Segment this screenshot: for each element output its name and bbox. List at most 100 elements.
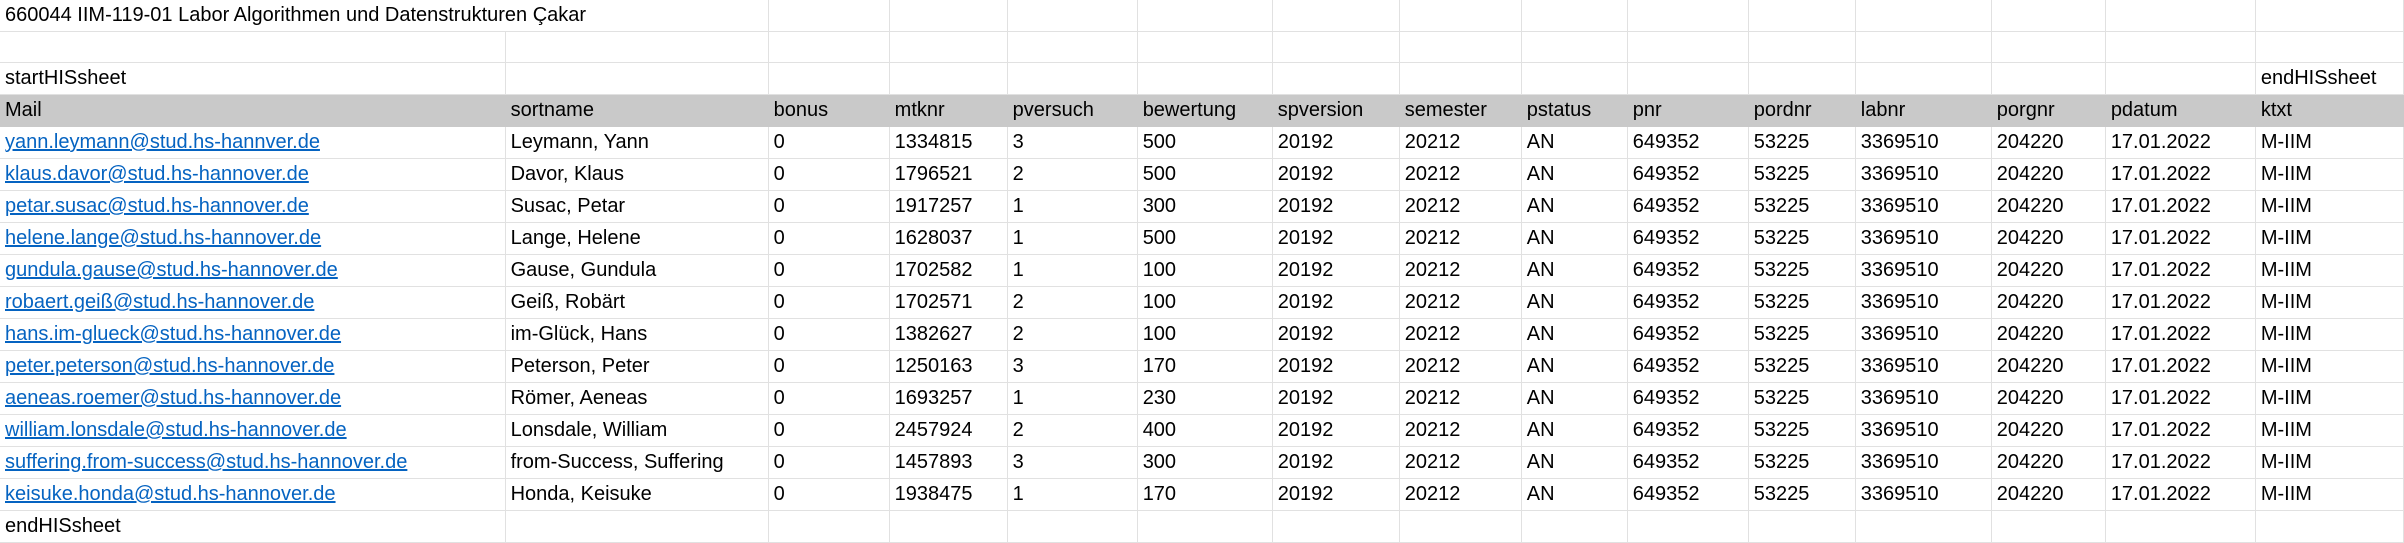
cell[interactable] [889, 62, 1008, 95]
sortname-cell[interactable]: from-Success, Suffering [505, 446, 769, 479]
sortname-cell[interactable]: Lonsdale, William [505, 414, 769, 447]
bewertung-cell[interactable]: 500 [1137, 222, 1273, 255]
cell[interactable] [1855, 31, 1992, 63]
pversuch-cell[interactable]: 1 [1007, 254, 1138, 287]
labnr-cell[interactable]: 3369510 [1855, 318, 1992, 351]
spversion-cell[interactable]: 20192 [1272, 222, 1400, 255]
bewertung-cell[interactable]: 100 [1137, 254, 1273, 287]
cell[interactable] [889, 31, 1008, 63]
ktxt-cell[interactable]: M-IIM [2255, 190, 2404, 223]
pdatum-cell[interactable]: 17.01.2022 [2105, 382, 2256, 415]
cell[interactable] [1521, 0, 1628, 32]
pnr-cell[interactable]: 649352 [1627, 414, 1749, 447]
pnr-cell[interactable]: 649352 [1627, 382, 1749, 415]
column-header[interactable]: pversuch [1007, 94, 1138, 127]
cell[interactable] [1855, 62, 1992, 95]
spversion-cell[interactable]: 20192 [1272, 286, 1400, 319]
cell[interactable] [1991, 31, 2106, 63]
pdatum-cell[interactable]: 17.01.2022 [2105, 318, 2256, 351]
cell[interactable] [889, 0, 1008, 32]
mail-cell[interactable]: aeneas.roemer@stud.hs-hannover.de [0, 382, 506, 415]
mtknr-cell[interactable]: 1702582 [889, 254, 1008, 287]
cell[interactable] [1007, 31, 1138, 63]
ktxt-cell[interactable]: M-IIM [2255, 254, 2404, 287]
column-header[interactable]: semester [1399, 94, 1522, 127]
pnr-cell[interactable]: 649352 [1627, 126, 1749, 159]
pstatus-cell[interactable]: AN [1521, 126, 1628, 159]
pordnr-cell[interactable]: 53225 [1748, 286, 1856, 319]
mail-cell[interactable]: gundula.gause@stud.hs-hannover.de [0, 254, 506, 287]
bewertung-cell[interactable]: 500 [1137, 158, 1273, 191]
spversion-cell[interactable]: 20192 [1272, 318, 1400, 351]
cell[interactable] [1137, 0, 1273, 32]
spversion-cell[interactable]: 20192 [1272, 478, 1400, 511]
labnr-cell[interactable]: 3369510 [1855, 382, 1992, 415]
bewertung-cell[interactable]: 300 [1137, 446, 1273, 479]
porgnr-cell[interactable]: 204220 [1991, 350, 2106, 383]
labnr-cell[interactable]: 3369510 [1855, 190, 1992, 223]
pstatus-cell[interactable]: AN [1521, 190, 1628, 223]
pdatum-cell[interactable]: 17.01.2022 [2105, 222, 2256, 255]
cell[interactable] [505, 62, 769, 95]
mail-link[interactable]: william.lonsdale@stud.hs-hannover.de [5, 419, 347, 441]
semester-cell[interactable]: 20212 [1399, 190, 1522, 223]
cell[interactable] [2255, 0, 2404, 32]
ktxt-cell[interactable]: M-IIM [2255, 286, 2404, 319]
pversuch-cell[interactable]: 3 [1007, 350, 1138, 383]
bewertung-cell[interactable]: 170 [1137, 478, 1273, 511]
cell[interactable] [2105, 62, 2256, 95]
cell[interactable] [1748, 62, 1856, 95]
sortname-cell[interactable]: Susac, Petar [505, 190, 769, 223]
pversuch-cell[interactable]: 1 [1007, 222, 1138, 255]
pversuch-cell[interactable]: 2 [1007, 414, 1138, 447]
mail-cell[interactable]: klaus.davor@stud.hs-hannover.de [0, 158, 506, 191]
cell[interactable] [1137, 62, 1273, 95]
pstatus-cell[interactable]: AN [1521, 414, 1628, 447]
bewertung-cell[interactable]: 500 [1137, 126, 1273, 159]
ktxt-cell[interactable]: M-IIM [2255, 158, 2404, 191]
labnr-cell[interactable]: 3369510 [1855, 446, 1992, 479]
bonus-cell[interactable]: 0 [768, 190, 890, 223]
column-header[interactable]: sortname [505, 94, 769, 127]
pstatus-cell[interactable]: AN [1521, 158, 1628, 191]
spversion-cell[interactable]: 20192 [1272, 158, 1400, 191]
pnr-cell[interactable]: 649352 [1627, 446, 1749, 479]
cell[interactable] [1007, 62, 1138, 95]
cell[interactable] [768, 62, 890, 95]
porgnr-cell[interactable]: 204220 [1991, 190, 2106, 223]
porgnr-cell[interactable]: 204220 [1991, 222, 2106, 255]
spversion-cell[interactable]: 20192 [1272, 382, 1400, 415]
mail-cell[interactable]: william.lonsdale@stud.hs-hannover.de [0, 414, 506, 447]
cell[interactable] [1855, 0, 1992, 32]
bonus-cell[interactable]: 0 [768, 446, 890, 479]
pordnr-cell[interactable]: 53225 [1748, 158, 1856, 191]
labnr-cell[interactable]: 3369510 [1855, 126, 1992, 159]
mail-link[interactable]: robaert.geiß@stud.hs-hannover.de [5, 291, 315, 313]
pdatum-cell[interactable]: 17.01.2022 [2105, 414, 2256, 447]
mail-cell[interactable]: petar.susac@stud.hs-hannover.de [0, 190, 506, 223]
mtknr-cell[interactable]: 1693257 [889, 382, 1008, 415]
mail-link[interactable]: yann.leymann@stud.hs-hannver.de [5, 131, 320, 153]
bewertung-cell[interactable]: 400 [1137, 414, 1273, 447]
cell[interactable] [0, 31, 506, 63]
mail-link[interactable]: klaus.davor@stud.hs-hannover.de [5, 163, 309, 185]
pstatus-cell[interactable]: AN [1521, 222, 1628, 255]
mtknr-cell[interactable]: 1702571 [889, 286, 1008, 319]
column-header[interactable]: porgnr [1991, 94, 2106, 127]
spversion-cell[interactable]: 20192 [1272, 254, 1400, 287]
cell[interactable] [505, 0, 769, 32]
mail-cell[interactable]: suffering.from-success@stud.hs-hannover.… [0, 446, 506, 479]
cell[interactable] [2105, 31, 2256, 63]
pdatum-cell[interactable]: 17.01.2022 [2105, 158, 2256, 191]
pversuch-cell[interactable]: 1 [1007, 190, 1138, 223]
mtknr-cell[interactable]: 1938475 [889, 478, 1008, 511]
end-marker-top-cell[interactable]: endHISsheet [2255, 62, 2404, 95]
mail-cell[interactable]: hans.im-glueck@stud.hs-hannover.de [0, 318, 506, 351]
pordnr-cell[interactable]: 53225 [1748, 254, 1856, 287]
bonus-cell[interactable]: 0 [768, 222, 890, 255]
pnr-cell[interactable]: 649352 [1627, 254, 1749, 287]
pversuch-cell[interactable]: 1 [1007, 478, 1138, 511]
pnr-cell[interactable]: 649352 [1627, 350, 1749, 383]
semester-cell[interactable]: 20212 [1399, 350, 1522, 383]
semester-cell[interactable]: 20212 [1399, 382, 1522, 415]
